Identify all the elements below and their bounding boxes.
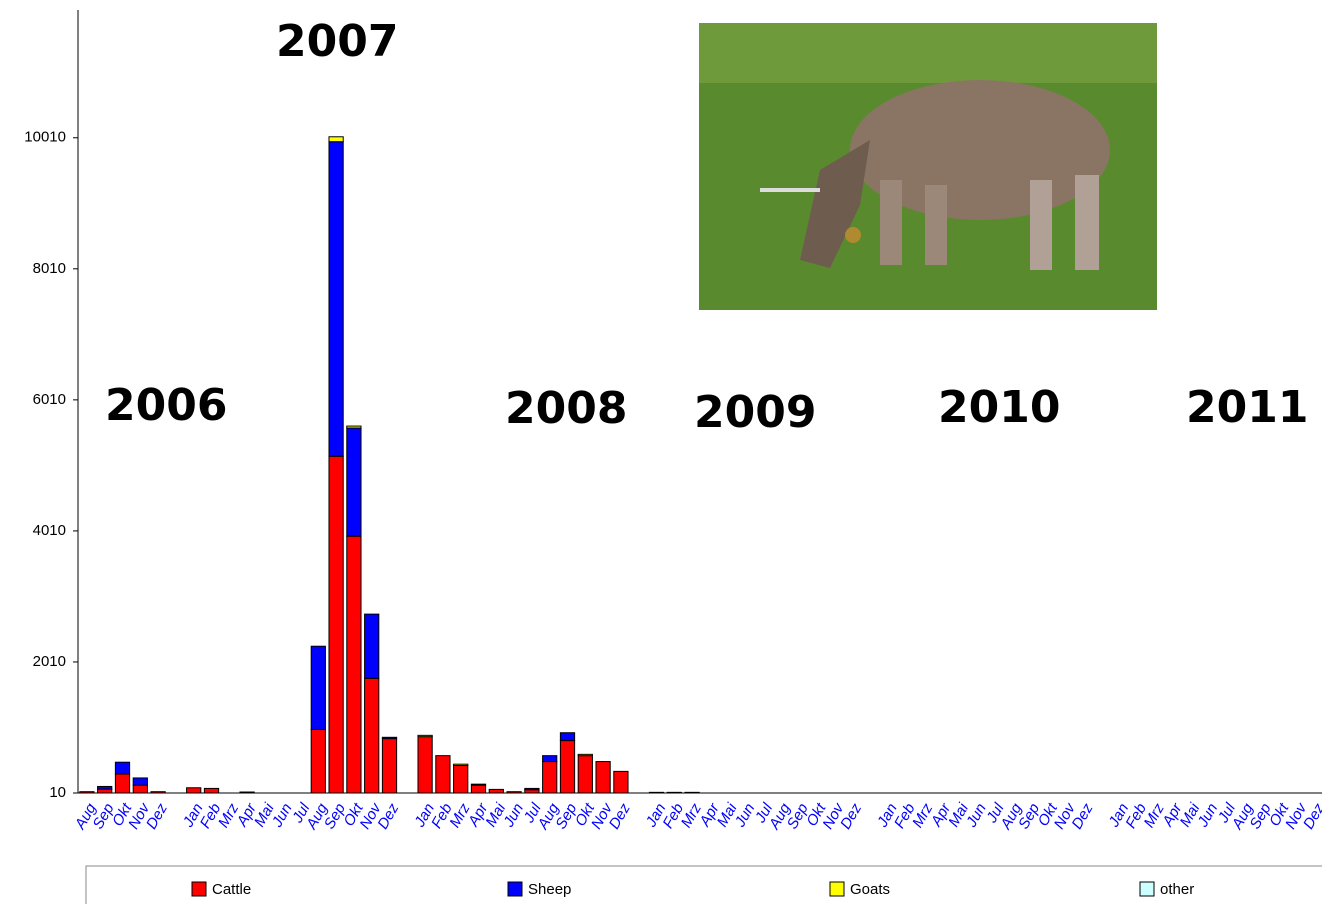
y-tick-label: 6010 <box>33 391 66 408</box>
legend-label: Sheep <box>528 881 571 898</box>
x-tick-label: Dez <box>1300 800 1322 832</box>
chart: 10201040106010801010010AugSepOktNovDezJa… <box>0 0 1322 904</box>
bar-segment <box>471 785 485 793</box>
bar-segment <box>614 771 628 793</box>
y-tick-label: 10010 <box>24 129 66 146</box>
bar-segment <box>578 756 592 793</box>
y-tick-label: 4010 <box>33 522 66 539</box>
bar-segment <box>329 456 343 793</box>
x-tick-label: Dez <box>143 800 171 832</box>
cow-photo <box>699 23 1157 310</box>
bar-segment <box>543 762 557 793</box>
legend-swatch <box>1140 882 1154 896</box>
bar-segment <box>365 678 379 793</box>
bar-segment <box>240 792 254 793</box>
bar-segment <box>347 426 361 428</box>
x-tick-label: Dez <box>374 800 402 832</box>
bar-segment <box>578 754 592 755</box>
x-tick-label: Dez <box>606 800 634 832</box>
bar-segment <box>311 646 325 729</box>
year-label: 2010 <box>938 382 1060 433</box>
bar-segment <box>685 792 699 793</box>
bar-segment <box>418 735 432 736</box>
bar-segment <box>560 741 574 793</box>
bar-segment <box>471 784 485 785</box>
bar-segment <box>347 536 361 793</box>
bar-segment <box>98 786 112 789</box>
bar-segment <box>454 764 468 765</box>
bar-segment <box>667 792 681 793</box>
bar-segment <box>329 137 343 142</box>
bar-segment <box>133 785 147 793</box>
bar-segment <box>418 737 432 793</box>
y-tick-label: 2010 <box>33 653 66 670</box>
x-tick-label: Dez <box>1069 800 1097 832</box>
bar-segment <box>311 729 325 793</box>
legend-swatch <box>830 882 844 896</box>
year-label: 2006 <box>105 380 227 431</box>
bar-segment <box>187 788 201 793</box>
bar-segment <box>98 789 112 793</box>
x-tick-label: Dez <box>837 800 865 832</box>
bar-segment <box>436 756 450 793</box>
bar-segment <box>382 739 396 793</box>
bar-segment <box>347 428 361 536</box>
year-label: 2007 <box>276 16 398 67</box>
bar-segment <box>115 762 129 774</box>
bar-segment <box>596 762 610 793</box>
y-tick-label: 8010 <box>33 260 66 277</box>
year-label: 2008 <box>505 383 627 434</box>
bar-segment <box>507 792 521 793</box>
bar-segment <box>133 778 147 785</box>
bar-segment <box>560 733 574 741</box>
bar-segment <box>80 792 94 793</box>
bar-segment <box>489 789 503 793</box>
legend-box <box>86 866 1322 904</box>
legend-swatch <box>508 882 522 896</box>
bar-segment <box>525 788 539 789</box>
legend-label: other <box>1160 881 1194 898</box>
bar-segment <box>543 756 557 762</box>
bar-segment <box>329 142 343 457</box>
year-label: 2009 <box>694 387 816 438</box>
year-label: 2011 <box>1186 382 1308 433</box>
bar-segment <box>454 765 468 793</box>
legend-label: Goats <box>850 881 890 898</box>
legend-label: Cattle <box>212 881 251 898</box>
y-tick-label: 10 <box>49 784 66 801</box>
legend-swatch <box>192 882 206 896</box>
bar-segment <box>115 774 129 793</box>
bar-segment <box>151 792 165 793</box>
bar-segment <box>365 614 379 678</box>
bar-segment <box>649 792 663 793</box>
bar-segment <box>382 737 396 738</box>
bar-segment <box>204 788 218 793</box>
